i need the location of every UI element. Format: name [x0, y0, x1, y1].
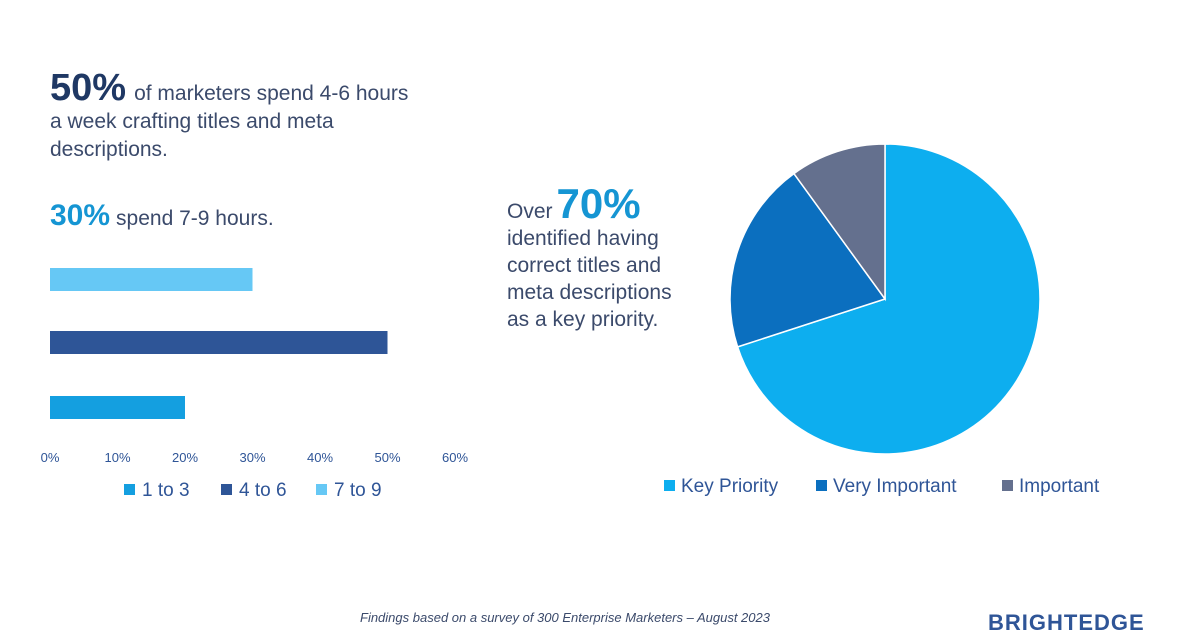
- headline-3-big: 70%: [556, 180, 641, 227]
- pie-slice-very-important: [729, 172, 887, 348]
- bar-4-to-6: [50, 331, 388, 354]
- legend-label: 7 to 9: [334, 480, 382, 501]
- legend-swatch: [316, 484, 327, 495]
- bar-7-to-9: [50, 268, 253, 291]
- headline-1-text: of marketers spend 4-6 hours a week craf…: [50, 82, 409, 161]
- headline-1: 50% of marketers spend 4-6 hours a week c…: [50, 69, 410, 164]
- x-tick-label: 60%: [442, 450, 468, 465]
- x-tick-label: 50%: [374, 450, 400, 465]
- pie-slice-key-priority: [736, 143, 1041, 455]
- legend-swatch: [124, 484, 135, 495]
- legend-label: Important: [1019, 476, 1100, 497]
- x-tick-label: 0%: [41, 450, 60, 465]
- legend-label: 4 to 6: [239, 480, 287, 501]
- x-tick-label: 40%: [307, 450, 333, 465]
- bar-chart: 0% 10% 20% 30% 40% 50% 60% 1 to 3 4 to 6 7 to 9: [41, 268, 468, 501]
- headline-3-text: identified having correct titles and met…: [507, 227, 672, 331]
- headline-1-big: 50%: [50, 67, 127, 109]
- brand-logo: BRIGHTEDGE: [988, 610, 1145, 630]
- legend-label: 1 to 3: [142, 480, 190, 501]
- pie-slice-important: [792, 143, 886, 302]
- x-tick-label: 10%: [104, 450, 130, 465]
- headline-2: 30% spend 7-9 hours.: [50, 196, 410, 239]
- legend-label: Very Important: [833, 476, 957, 497]
- headline-3-lead: Over: [507, 200, 553, 223]
- headline-2-text: spend 7-9 hours.: [116, 207, 274, 230]
- x-tick-label: 30%: [239, 450, 265, 465]
- pie-chart: Key Priority Very Important Important: [664, 143, 1100, 497]
- legend-label: Key Priority: [681, 476, 779, 497]
- headline-2-big: 30%: [50, 199, 111, 232]
- footer-note: Findings based on a survey of 300 Enterp…: [360, 610, 770, 625]
- legend-swatch: [664, 480, 675, 491]
- legend-swatch: [816, 480, 827, 491]
- bar-1-to-3: [50, 396, 185, 419]
- x-tick-label: 20%: [172, 450, 198, 465]
- legend-swatch: [1002, 480, 1013, 491]
- headline-3: Over70% identified having correct titles …: [507, 183, 697, 333]
- legend-swatch: [221, 484, 232, 495]
